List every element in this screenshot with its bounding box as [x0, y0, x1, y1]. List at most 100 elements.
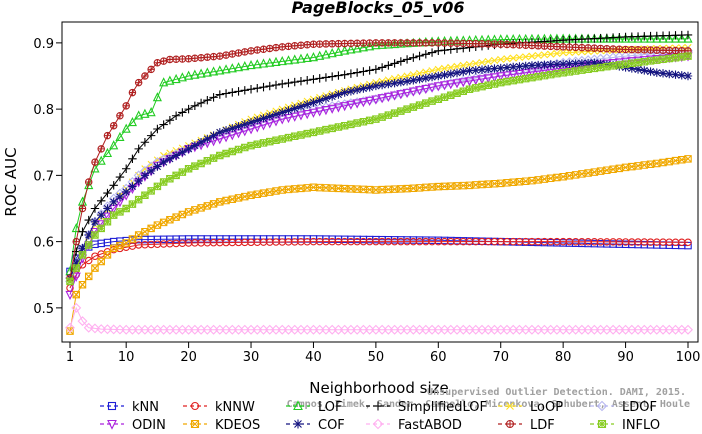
- data-point-ldf: [247, 47, 255, 55]
- data-point-simplifiedlof: [390, 59, 399, 68]
- data-point-ldf: [596, 44, 605, 53]
- data-point-cof: [115, 192, 125, 202]
- legend-label: KDEOS: [215, 418, 260, 433]
- data-point-loop: [453, 62, 461, 70]
- data-point-ldf: [509, 40, 517, 49]
- data-point-fastabod: [96, 324, 107, 335]
- data-point-inflo: [565, 68, 574, 76]
- data-point-ldf: [540, 42, 549, 50]
- legend-swatch-marker: [596, 400, 608, 412]
- data-point-lof: [233, 62, 244, 72]
- data-point-odin: [471, 76, 481, 86]
- data-point-kdeos: [571, 171, 580, 179]
- data-point-cof: [558, 59, 568, 69]
- data-point-inflo: [665, 54, 674, 63]
- data-point-cof: [527, 61, 537, 70]
- data-point-kdeos: [128, 235, 137, 243]
- legend-label: ODIN: [132, 418, 166, 433]
- data-point-kdeos: [222, 196, 230, 205]
- data-point-simplifiedlof: [190, 101, 200, 111]
- legend-label: LoOP: [530, 400, 563, 415]
- y-tick-label: 0.9: [33, 37, 54, 52]
- data-point-odin: [483, 74, 493, 84]
- data-point-inflo: [259, 139, 268, 147]
- data-point-ldf: [228, 50, 237, 58]
- legend-item-ldof: LDOF: [590, 400, 657, 415]
- data-point-inflo: [66, 277, 74, 286]
- data-point-cof: [159, 157, 168, 167]
- data-point-odin: [152, 161, 162, 171]
- data-point-cof: [415, 74, 424, 84]
- data-point-ldf: [584, 44, 592, 52]
- data-point-inflo: [621, 60, 630, 68]
- data-point-simplifiedlof: [427, 48, 437, 57]
- data-point-cof: [103, 204, 112, 213]
- data-point-ldf: [172, 55, 180, 63]
- data-point-ldf: [184, 55, 193, 63]
- data-point-simplifiedlof: [321, 73, 331, 82]
- data-point-odin: [102, 212, 113, 222]
- data-point-simplifiedlof: [415, 51, 424, 61]
- data-point-ldf: [259, 45, 268, 53]
- data-point-ldf: [284, 42, 293, 51]
- data-point-inflo: [91, 231, 99, 239]
- data-point-cof: [84, 230, 93, 240]
- data-point-cof: [658, 69, 668, 78]
- data-point-odin: [502, 71, 512, 81]
- data-point-kdeos: [216, 198, 224, 206]
- data-point-simplifiedlof: [97, 196, 106, 205]
- legend-swatch-marker: [190, 401, 200, 411]
- data-point-inflo: [322, 125, 330, 134]
- data-point-inflo: [334, 123, 343, 131]
- data-point-ldf: [553, 42, 561, 51]
- data-point-loop: [497, 55, 505, 64]
- x-tick-label: 70: [492, 350, 509, 365]
- data-point-kdeos: [253, 190, 262, 198]
- data-point-inflo: [390, 109, 399, 117]
- data-point-cof: [396, 78, 406, 87]
- data-point-cof: [459, 67, 468, 76]
- data-point-simplifiedlof: [284, 78, 293, 88]
- data-point-inflo: [671, 53, 680, 62]
- data-point-cof: [309, 98, 318, 107]
- data-point-kdeos: [91, 264, 99, 272]
- data-point-inflo: [141, 191, 149, 199]
- data-point-ldf: [528, 41, 536, 50]
- data-point-inflo: [521, 74, 530, 83]
- data-point-lof: [283, 55, 294, 65]
- data-point-lof: [171, 73, 181, 84]
- legend-item-kdeos: KDEOS: [183, 418, 260, 433]
- data-point-ldf: [578, 43, 586, 52]
- data-point-inflo: [609, 62, 617, 70]
- data-point-odin: [477, 75, 487, 85]
- data-point-odin: [458, 78, 468, 88]
- data-point-lof: [102, 147, 113, 158]
- data-point-simplifiedlof: [352, 68, 362, 77]
- data-point-inflo: [228, 147, 237, 156]
- data-point-cof: [190, 141, 200, 150]
- data-point-simplifiedlof: [396, 57, 406, 66]
- data-point-lof: [265, 57, 275, 67]
- data-point-inflo: [97, 224, 105, 233]
- data-point-ldf: [559, 43, 567, 51]
- data-point-inflo: [472, 84, 480, 92]
- data-point-inflo: [509, 76, 517, 85]
- data-point-inflo: [459, 87, 468, 95]
- data-point-simplifiedlof: [327, 72, 337, 81]
- data-point-lof: [346, 44, 356, 54]
- data-point-ldf: [109, 121, 118, 130]
- data-point-kdeos: [228, 195, 237, 203]
- data-point-ldf: [434, 39, 443, 47]
- data-point-cof: [72, 258, 81, 268]
- data-point-inflo: [659, 55, 667, 64]
- legend-swatch-marker: [372, 418, 384, 430]
- data-point-kdeos: [621, 163, 630, 172]
- legend-swatch-marker: [293, 419, 303, 429]
- data-point-kdeos: [109, 244, 118, 252]
- data-point-lof: [383, 39, 393, 49]
- series-inflo: [66, 52, 692, 286]
- data-point-cof: [677, 71, 686, 80]
- data-point-lof: [340, 45, 350, 55]
- data-point-inflo: [159, 178, 168, 186]
- data-point-ldf: [222, 51, 230, 59]
